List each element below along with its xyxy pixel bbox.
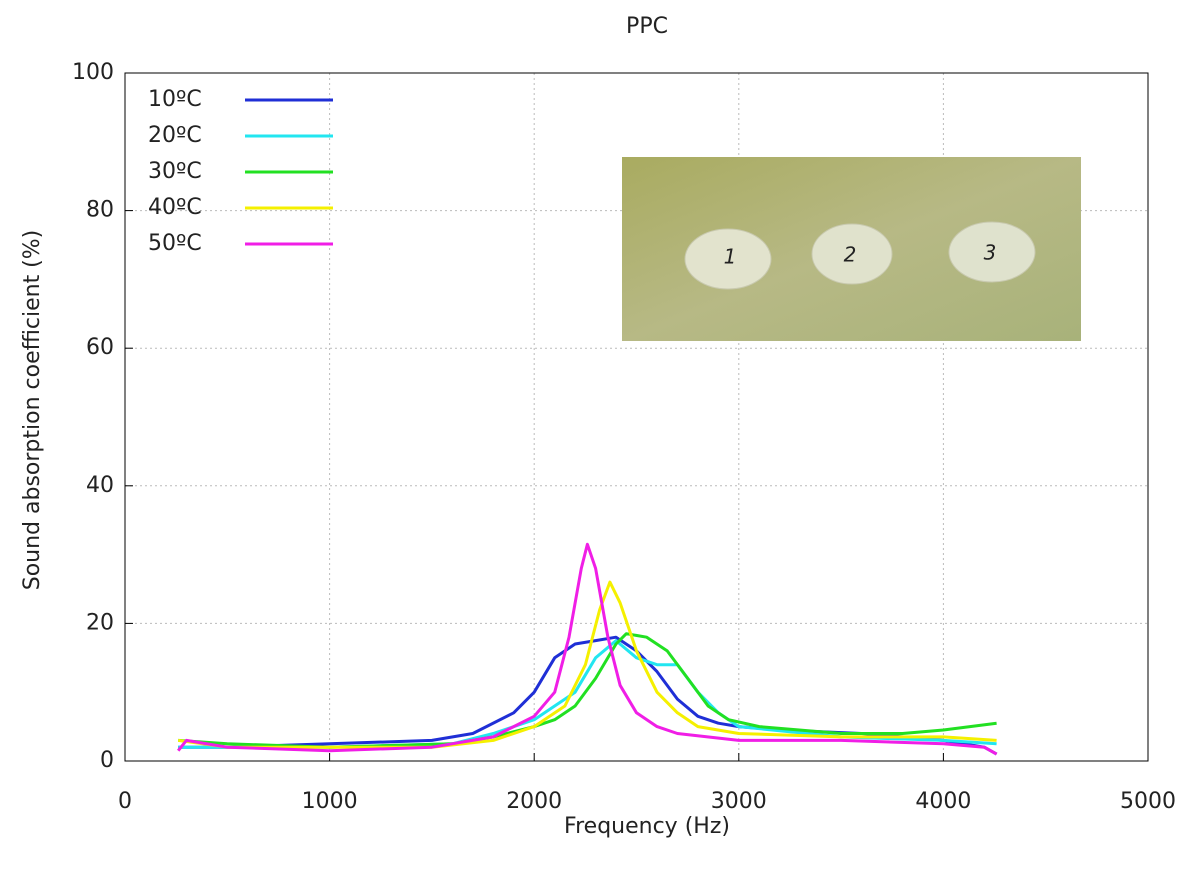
x-tick-label: 4000 <box>915 789 971 814</box>
x-tick-label: 2000 <box>506 789 562 814</box>
x-axis-label: Frequency (Hz) <box>564 814 730 839</box>
x-tick-label: 0 <box>118 789 132 814</box>
x-tick-label: 5000 <box>1120 789 1176 814</box>
y-tick-label: 20 <box>86 610 114 635</box>
legend-label: 40ºC <box>148 195 202 220</box>
series-line <box>177 542 998 756</box>
y-tick-label: 80 <box>86 198 114 223</box>
y-axis-label: Sound absorption coefficient (%) <box>20 230 45 591</box>
legend-label: 10ºC <box>148 87 202 112</box>
series-line <box>178 632 997 749</box>
y-tick-label: 0 <box>100 748 114 773</box>
chart-title: PPC <box>626 14 668 39</box>
legend-label: 30ºC <box>148 159 202 184</box>
legend-label: 20ºC <box>148 123 202 148</box>
plot-frame <box>124 72 1149 762</box>
y-tick-label: 100 <box>72 60 114 85</box>
y-tick-label: 40 <box>86 473 114 498</box>
y-tick-label: 60 <box>86 335 114 360</box>
inset-label: 1 <box>724 245 737 269</box>
legend-label: 50ºC <box>148 231 202 256</box>
inset-photo: 1 2 3 <box>622 157 1081 341</box>
inset-label: 3 <box>984 241 997 265</box>
series-line <box>177 580 997 749</box>
sample-disc <box>948 221 1036 283</box>
legend: 10ºC 20ºC 30ºC 40ºC 50ºC <box>148 87 333 256</box>
sample-disc <box>684 228 772 290</box>
x-tick-label: 3000 <box>711 789 767 814</box>
x-tick-label: 1000 <box>302 789 358 814</box>
sample-disc <box>811 223 893 285</box>
plot-lines <box>177 542 998 756</box>
series-line <box>178 639 997 749</box>
inset-label: 2 <box>844 243 857 267</box>
